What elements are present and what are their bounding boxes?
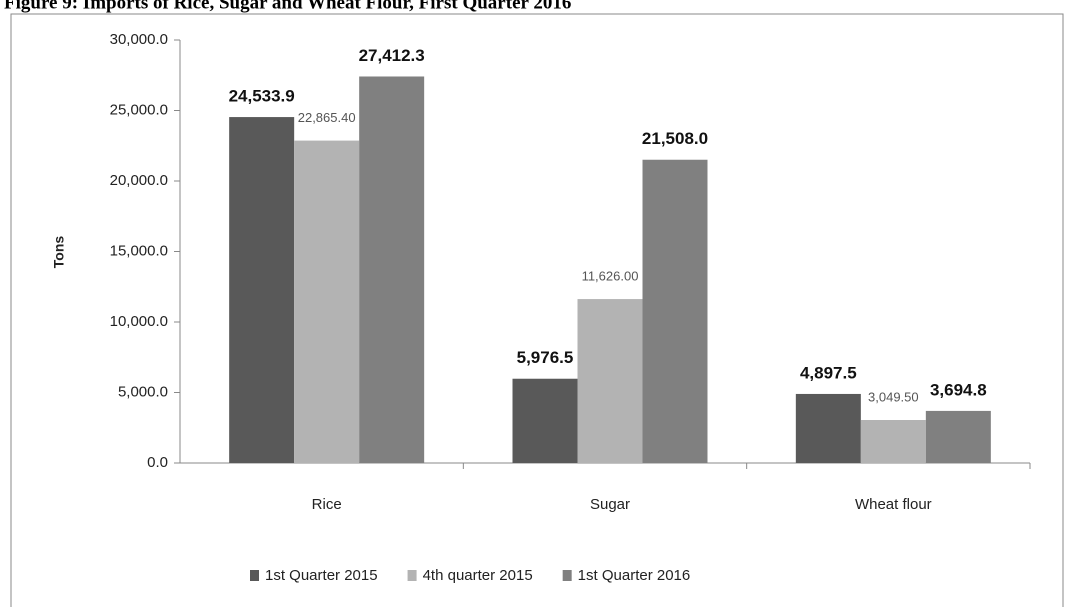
y-tick-label: 25,000.0 [110, 101, 168, 118]
value-label: 27,412.3 [359, 46, 425, 65]
legend-swatch [407, 570, 417, 581]
legend-label: 4th quarter 2015 [423, 567, 533, 584]
y-tick-label: 0.0 [147, 454, 168, 471]
value-label: 24,533.9 [229, 87, 295, 106]
value-label: 3,694.8 [930, 380, 987, 399]
bar [860, 420, 926, 463]
value-label: 5,976.5 [517, 348, 574, 367]
value-label: 11,626.00 [582, 269, 639, 284]
bar [642, 159, 708, 464]
chart-title: Figure 9: Imports of Rice, Sugar and Whe… [4, 0, 571, 13]
y-tick-label: 30,000.0 [110, 31, 168, 48]
bar [925, 410, 991, 463]
bar [294, 140, 360, 464]
bar [795, 393, 861, 463]
legend-swatch [250, 570, 259, 581]
y-axis-label: Tons [51, 236, 67, 269]
value-label: 4,897.5 [800, 363, 857, 382]
y-tick-label: 10,000.0 [110, 313, 168, 330]
bar [512, 378, 578, 463]
value-label: 22,865.40 [298, 110, 356, 125]
value-label: 21,508.0 [642, 129, 708, 148]
y-tick-label: 5,000.0 [118, 383, 168, 400]
x-tick-label: Wheat flour [855, 496, 932, 513]
legend-swatch [562, 570, 572, 581]
x-tick-label: Rice [312, 496, 342, 513]
legend-label: 1st Quarter 2016 [578, 567, 691, 584]
x-tick-label: Sugar [590, 496, 630, 513]
y-tick-label: 20,000.0 [110, 172, 168, 189]
bar [577, 299, 643, 463]
value-label: 3,049.50 [868, 389, 919, 404]
bar [359, 76, 425, 463]
legend-label: 1st Quarter 2015 [265, 567, 378, 584]
chart-border [10, 13, 1064, 607]
bar [229, 117, 295, 463]
y-tick-label: 15,000.0 [110, 242, 168, 259]
